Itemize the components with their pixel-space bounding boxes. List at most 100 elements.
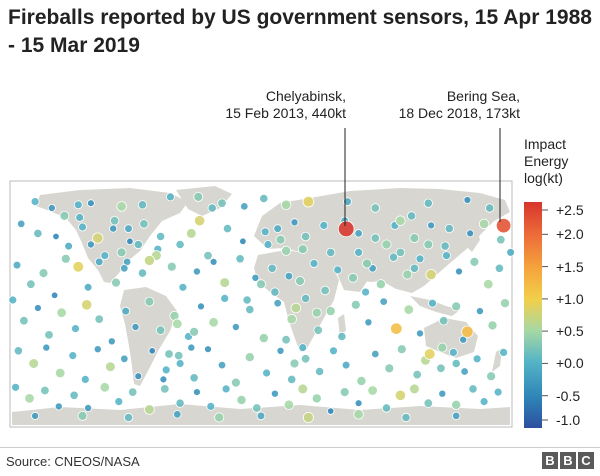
fireball-point: [343, 197, 352, 206]
fireball-point: [364, 318, 373, 327]
fireball-point: [144, 404, 155, 415]
fireball-point: [172, 318, 183, 330]
fireball-point: [189, 326, 200, 337]
fireball-point: [73, 200, 83, 210]
fireball-point: [362, 258, 372, 269]
fireball-point: [479, 397, 489, 407]
legend-tick-label: +2.0: [556, 226, 584, 243]
fireball-point: [451, 301, 462, 312]
legend-colorbar: [524, 202, 542, 428]
fireball-point: [137, 268, 148, 278]
fireball-point: [68, 351, 78, 361]
fireball-point: [455, 267, 463, 276]
fireball-point: [425, 268, 437, 281]
land-masses: [12, 186, 510, 425]
fireball-point: [204, 345, 212, 354]
fireball-point: [348, 272, 358, 283]
fireball-point: [290, 302, 302, 314]
callout-bering-detail: 18 Dec 2018, 173kt: [398, 105, 520, 121]
fireball-point: [319, 220, 329, 230]
fireball-point: [252, 403, 262, 413]
legend-tick-label: +0.0: [556, 355, 584, 372]
fireball-point: [159, 375, 168, 384]
fireball-point: [251, 273, 260, 282]
fireball-point: [381, 403, 392, 413]
fireball-point: [283, 399, 295, 411]
fireball-point: [236, 394, 247, 405]
fireball-point: [78, 222, 87, 232]
fireball-point: [24, 393, 35, 404]
fireball-point: [412, 369, 422, 380]
fireball-point: [189, 373, 199, 383]
fireball-point: [186, 228, 197, 239]
legend-tick-label: +0.5: [556, 323, 584, 340]
fireball-point: [111, 277, 121, 288]
fireball-point: [403, 304, 415, 315]
fireball-point: [260, 227, 270, 237]
fireball-point: [197, 302, 205, 311]
fireball-point: [83, 282, 93, 292]
fireball-point: [493, 387, 503, 397]
fireball-point: [350, 299, 361, 310]
fireball-point: [144, 296, 155, 307]
fireball-point: [448, 347, 458, 357]
fireball-point: [245, 304, 255, 315]
fireball-point: [395, 247, 406, 258]
fireball-point: [99, 382, 111, 393]
source-note: Source: CNEOS/NASA: [6, 454, 140, 469]
fireball-point: [86, 240, 95, 249]
fireball-point: [203, 250, 213, 261]
fireball-point: [120, 264, 129, 273]
fireball-point: [44, 330, 54, 340]
fireball-point: [93, 345, 102, 354]
fireball-point: [461, 325, 474, 339]
footer-divider: [0, 447, 600, 448]
bbc-logo-letter-2: B: [560, 452, 576, 469]
fireball-point: [71, 324, 80, 334]
fireball-point: [270, 287, 280, 297]
fireball-point: [379, 297, 388, 306]
fireball-point: [26, 279, 36, 289]
fireball-point: [230, 377, 241, 388]
fireball-point: [423, 398, 434, 408]
fireball-point: [56, 307, 67, 318]
fireball-point: [259, 193, 269, 204]
fireball-point: [341, 360, 351, 370]
fireball-point: [427, 221, 436, 230]
fireball-point: [273, 224, 283, 233]
fireball-point: [256, 411, 266, 421]
fireball-point: [325, 306, 336, 317]
fireball-point: [472, 354, 482, 364]
fireball-point: [354, 247, 364, 257]
fireball-point: [267, 263, 277, 273]
fireball-point: [192, 267, 201, 276]
fireball-point: [165, 192, 175, 202]
callout-chelyabinsk-detail: 15 Feb 2013, 440kt: [225, 105, 346, 121]
fireball-point: [50, 291, 59, 299]
fireball-point: [287, 374, 297, 384]
fireball-point: [33, 228, 43, 238]
fireball-point: [297, 383, 309, 395]
fireball-point: [31, 411, 40, 420]
fireball-point: [221, 384, 231, 394]
fireball-point: [173, 350, 184, 361]
fireball-point: [451, 399, 462, 410]
fireball-point: [217, 198, 227, 208]
fireball-point: [486, 371, 497, 382]
fireball-point: [207, 203, 217, 213]
fireball-point: [148, 347, 156, 355]
fireball-point: [114, 397, 124, 407]
fireball-point: [495, 217, 512, 234]
fireball-point: [209, 257, 218, 266]
fireball-point: [394, 389, 406, 401]
fireball-point: [42, 343, 51, 352]
fireball-point: [333, 265, 343, 275]
fireball-point: [289, 358, 300, 369]
fireball-point: [193, 191, 204, 202]
fireball-point: [258, 333, 269, 344]
legend-title-line-2: Energy: [524, 153, 569, 169]
fireball-point: [72, 260, 85, 273]
fireball-point: [499, 347, 509, 357]
fireball-point: [11, 382, 21, 392]
legend-ticks: [542, 209, 548, 421]
